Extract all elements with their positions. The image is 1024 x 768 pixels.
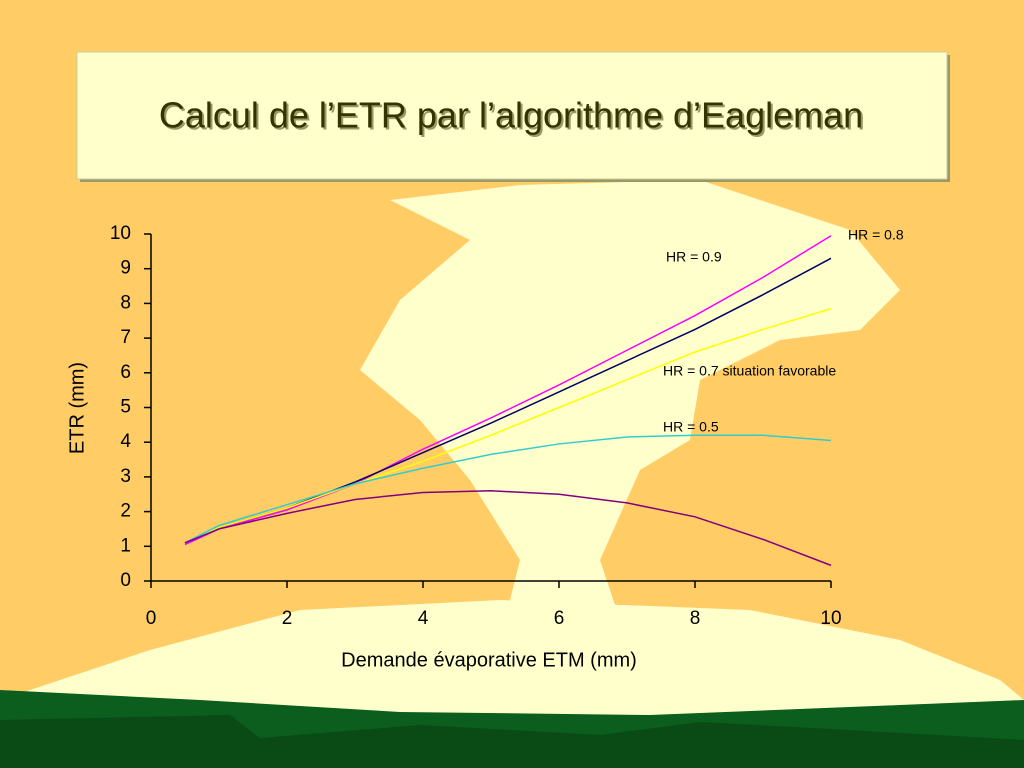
series-label: HR = 0.9: [666, 249, 722, 265]
x-tick-label: 10: [820, 608, 841, 629]
y-tick-label: 1: [120, 535, 131, 556]
y-tick-label: 2: [120, 501, 131, 522]
series-line: [184, 235, 832, 546]
x-tick-label: 8: [690, 608, 701, 629]
x-tick-label: 4: [418, 608, 429, 629]
y-tick-label: 5: [120, 397, 131, 418]
y-axis-label: ETR (mm): [66, 362, 88, 454]
x-tick-label: 6: [554, 608, 565, 629]
y-tick-label: 3: [120, 466, 131, 487]
y-tick-label: 7: [120, 327, 131, 348]
x-tick-label: 2: [282, 608, 293, 629]
y-tick-label: 8: [120, 292, 131, 313]
series-label: HR = 0.8: [848, 227, 904, 243]
ground-dark: [0, 715, 1024, 768]
y-tick-label: 6: [120, 362, 131, 383]
y-tick-label: 10: [110, 223, 131, 244]
chart-title: Calcul de l’ETR par l’algorithme d’Eagle…: [159, 95, 863, 136]
title-shadow-text: Calcul de l’ETR par l’algorithme d’Eagle…: [161, 97, 865, 138]
series-line: [184, 307, 832, 544]
y-tick-label: 4: [120, 431, 131, 452]
title-box: [76, 51, 948, 180]
series-label: HR = 0.7 situation favorable: [663, 363, 836, 379]
series-line: [184, 434, 832, 544]
x-axis-label: Demande évaporative ETM (mm): [341, 649, 637, 671]
series-line: [184, 490, 832, 567]
x-tick-label: 0: [146, 608, 157, 629]
y-tick-label: 9: [120, 258, 131, 279]
series-label: HR = 0.5: [663, 419, 719, 435]
y-tick-label: 0: [120, 570, 131, 591]
